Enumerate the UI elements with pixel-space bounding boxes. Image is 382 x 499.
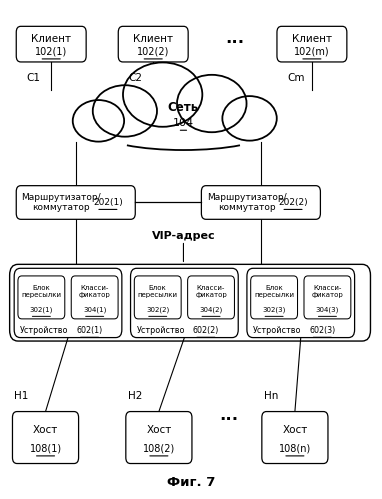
Text: Хост: Хост (282, 425, 308, 435)
FancyBboxPatch shape (118, 26, 188, 62)
Text: Блок
пересылки: Блок пересылки (254, 285, 294, 298)
Text: 202(2): 202(2) (278, 198, 308, 207)
Text: 602(3): 602(3) (309, 326, 335, 335)
FancyBboxPatch shape (247, 268, 354, 338)
Text: 304(1): 304(1) (83, 306, 106, 313)
Text: 102(1): 102(1) (35, 47, 67, 57)
Ellipse shape (73, 100, 124, 142)
Text: Устройство: Устройство (20, 326, 69, 335)
Ellipse shape (177, 75, 246, 132)
FancyBboxPatch shape (16, 26, 86, 62)
Text: Маршрутизатор/
коммутатор: Маршрутизатор/ коммутатор (22, 193, 101, 212)
FancyBboxPatch shape (134, 276, 181, 319)
Text: 202(1): 202(1) (93, 198, 123, 207)
FancyBboxPatch shape (304, 276, 351, 319)
Text: Блок
пересылки: Блок пересылки (138, 285, 178, 298)
FancyBboxPatch shape (71, 276, 118, 319)
Text: 302(1): 302(1) (30, 306, 53, 313)
Text: 602(1): 602(1) (76, 326, 103, 335)
Text: Маршрутизатор/
коммутатор: Маршрутизатор/ коммутатор (207, 193, 286, 212)
Text: 102(2): 102(2) (137, 47, 169, 57)
Text: Блок
пересылки: Блок пересылки (21, 285, 62, 298)
FancyBboxPatch shape (251, 276, 298, 319)
Ellipse shape (222, 96, 277, 141)
Text: VIP-адрес: VIP-адрес (152, 231, 215, 241)
FancyBboxPatch shape (262, 412, 328, 464)
FancyBboxPatch shape (201, 186, 320, 220)
Text: 102(m): 102(m) (294, 47, 330, 57)
FancyBboxPatch shape (16, 186, 135, 220)
Ellipse shape (93, 85, 157, 137)
FancyBboxPatch shape (131, 268, 238, 338)
FancyBboxPatch shape (18, 276, 65, 319)
FancyBboxPatch shape (188, 276, 235, 319)
Text: Класси-
фикатор: Класси- фикатор (195, 285, 227, 298)
Text: ...: ... (219, 406, 238, 424)
FancyBboxPatch shape (126, 412, 192, 464)
Text: 108(n): 108(n) (279, 444, 311, 454)
FancyBboxPatch shape (277, 26, 347, 62)
Ellipse shape (100, 117, 267, 148)
FancyBboxPatch shape (10, 264, 371, 341)
Text: 304(2): 304(2) (199, 306, 223, 313)
Text: H1: H1 (15, 391, 29, 401)
Text: Фиг. 7: Фиг. 7 (167, 476, 215, 489)
Text: Клиент: Клиент (133, 34, 173, 44)
FancyBboxPatch shape (78, 97, 289, 139)
Text: 108(1): 108(1) (29, 444, 62, 454)
Text: Устройство: Устройство (136, 326, 185, 335)
Text: Хост: Хост (33, 425, 58, 435)
Text: 302(2): 302(2) (146, 306, 169, 313)
FancyBboxPatch shape (13, 412, 79, 464)
Text: Cm: Cm (287, 73, 305, 83)
Text: H2: H2 (128, 391, 142, 401)
Text: Клиент: Клиент (31, 34, 71, 44)
Text: 302(3): 302(3) (262, 306, 286, 313)
Text: Клиент: Клиент (292, 34, 332, 44)
Text: 104: 104 (173, 118, 194, 128)
Ellipse shape (123, 62, 202, 127)
Text: Сеть: Сеть (168, 101, 199, 114)
Text: 602(2): 602(2) (193, 326, 219, 335)
Text: Устройство: Устройство (253, 326, 301, 335)
Text: 304(3): 304(3) (316, 306, 339, 313)
Text: ...: ... (225, 29, 244, 47)
Text: C1: C1 (27, 73, 41, 83)
Text: Класси-
фикатор: Класси- фикатор (312, 285, 343, 298)
Text: 108(2): 108(2) (143, 444, 175, 454)
Text: Класси-
фикатор: Класси- фикатор (79, 285, 110, 298)
Text: C2: C2 (129, 73, 143, 83)
Text: Hn: Hn (264, 391, 278, 401)
FancyBboxPatch shape (14, 268, 122, 338)
Text: Хост: Хост (146, 425, 172, 435)
